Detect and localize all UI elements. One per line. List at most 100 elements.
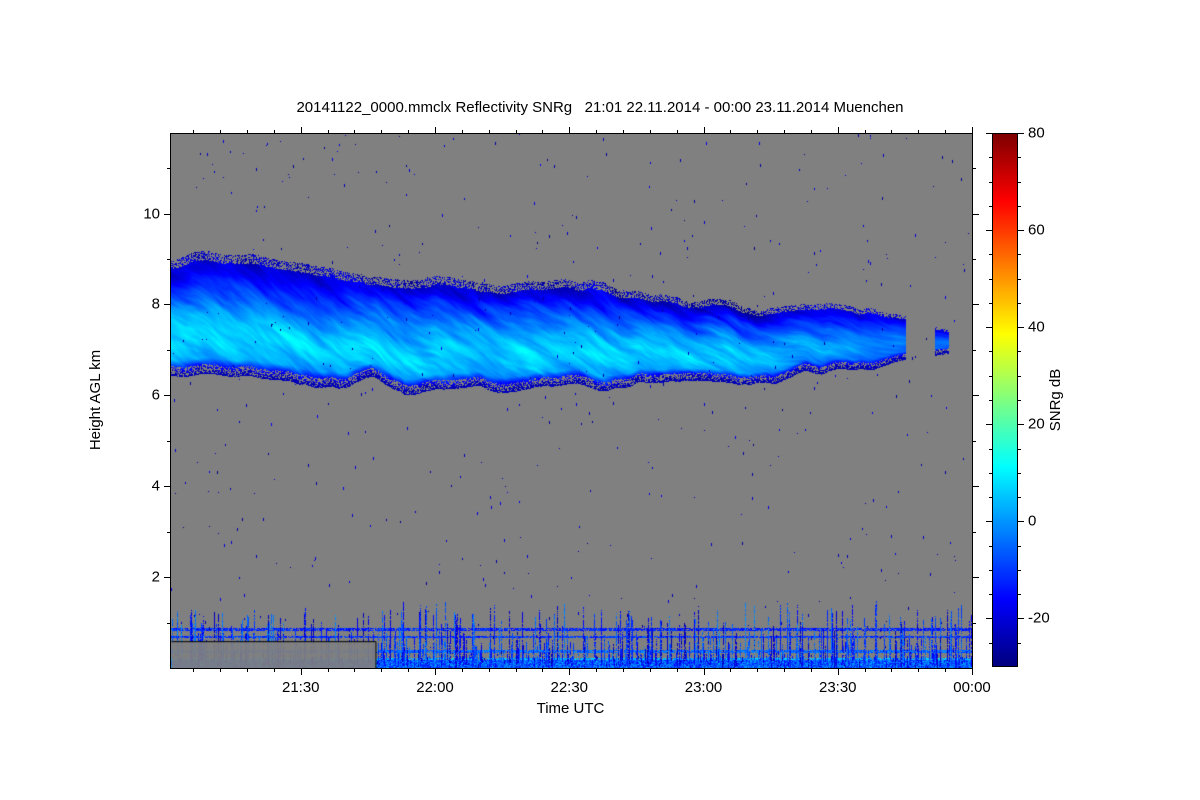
colorbar-tick-minor <box>989 302 992 304</box>
x-tick-minor <box>354 130 356 134</box>
colorbar-tick-major <box>986 521 992 523</box>
colorbar-tick-major <box>1018 327 1024 329</box>
colorbar-tick-major <box>986 327 992 329</box>
x-tick-minor <box>515 130 517 134</box>
y-tick-minor <box>972 258 976 260</box>
x-tick-major <box>837 127 839 134</box>
y-tick-minor <box>167 622 171 624</box>
colorbar-tick-minor <box>989 448 992 450</box>
x-tick-minor <box>515 668 517 672</box>
y-tick-minor <box>972 531 976 533</box>
x-tick-minor <box>945 130 947 134</box>
colorbar-tick-minor <box>1018 254 1021 256</box>
colorbar-title: SNRg dB <box>1047 368 1064 432</box>
x-tick-minor <box>193 668 195 672</box>
x-tick-minor <box>408 668 410 672</box>
colorbar-tick-minor <box>1018 157 1021 159</box>
x-tick-major <box>703 668 705 675</box>
x-tick-minor <box>891 668 893 672</box>
x-tick-major <box>837 668 839 675</box>
y-tick-label: 4 <box>151 477 160 495</box>
x-tick-minor <box>864 130 866 134</box>
colorbar-tick-minor <box>989 642 992 644</box>
colorbar-tick-major <box>1018 133 1024 134</box>
colorbar: -20 0 20 40 60 80 <box>986 125 1050 667</box>
x-tick-minor <box>757 130 759 134</box>
x-tick-minor <box>193 130 195 134</box>
plot-area: 2 4 6 8 10 21:30 22:00 22:30 23:00 23:30 00:00 <box>143 127 991 696</box>
x-tick-label: 23:30 <box>818 679 857 696</box>
x-tick-minor <box>784 130 786 134</box>
y-tick-minor <box>167 440 171 442</box>
colorbar-tick-label: -20 <box>1028 609 1050 627</box>
x-tick-minor <box>488 668 490 672</box>
y-tick-label: 6 <box>151 386 160 404</box>
y-tick-minor <box>167 168 171 170</box>
colorbar-tick-label: 80 <box>1028 124 1045 142</box>
x-tick-minor <box>461 668 463 672</box>
colorbar-gradient <box>992 133 1018 667</box>
x-tick-minor <box>918 130 920 134</box>
x-tick-major <box>300 668 302 675</box>
colorbar-tick-minor <box>989 375 992 377</box>
x-tick-minor <box>622 130 624 134</box>
x-tick-minor <box>247 668 249 672</box>
y-tick-label: 8 <box>151 295 160 313</box>
x-tick-minor <box>676 130 678 134</box>
x-tick-label: 23:00 <box>684 679 723 696</box>
x-tick-label: 21:30 <box>281 679 320 696</box>
x-tick-minor <box>273 668 275 672</box>
y-axis-title: Height AGL km <box>87 349 104 451</box>
x-tick-minor <box>596 668 598 672</box>
y-tick-minor <box>972 349 976 351</box>
colorbar-tick-major <box>1018 618 1024 620</box>
colorbar-tick-major <box>986 618 992 620</box>
colorbar-tick-minor <box>989 157 992 159</box>
x-tick-major <box>972 127 973 134</box>
colorbar-tick-label: 20 <box>1028 415 1045 433</box>
colorbar-tick-label: 0 <box>1028 512 1037 530</box>
x-tick-minor <box>730 668 732 672</box>
x-tick-minor <box>810 668 812 672</box>
colorbar-tick-major <box>986 133 992 134</box>
colorbar-tick-minor <box>1018 569 1021 571</box>
colorbar-tick-major <box>1018 424 1024 426</box>
x-tick-minor <box>757 668 759 672</box>
x-tick-minor <box>542 668 544 672</box>
colorbar-tick-minor <box>1018 375 1021 377</box>
x-tick-major <box>569 127 571 134</box>
reflectivity-heatmap <box>171 134 972 668</box>
colorbar-tick-label: 60 <box>1028 221 1045 239</box>
colorbar-tick-minor <box>989 594 992 596</box>
x-tick-label: 22:00 <box>416 679 454 696</box>
colorbar-tick-minor <box>1018 472 1021 474</box>
y-tick-major <box>972 213 979 215</box>
x-tick-minor <box>891 130 893 134</box>
x-tick-major <box>569 668 571 675</box>
x-tick-minor <box>247 130 249 134</box>
y-tick-minor <box>972 168 976 170</box>
y-tick-major <box>972 304 979 306</box>
x-tick-minor <box>381 130 383 134</box>
x-tick-minor <box>622 668 624 672</box>
y-tick-major <box>164 486 171 488</box>
colorbar-tick-minor <box>989 472 992 474</box>
y-tick-label: 10 <box>143 205 160 223</box>
colorbar-tick-major <box>1018 230 1024 232</box>
colorbar-tick-minor <box>989 205 992 207</box>
x-tick-minor <box>220 130 222 134</box>
colorbar-tick-minor <box>1018 302 1021 304</box>
x-tick-minor <box>381 668 383 672</box>
y-tick-major <box>972 395 979 397</box>
colorbar-tick-major <box>1018 521 1024 523</box>
y-tick-major <box>164 577 171 579</box>
y-tick-major <box>164 213 171 215</box>
colorbar-tick-major <box>986 424 992 426</box>
x-tick-minor <box>273 130 275 134</box>
x-tick-minor <box>864 668 866 672</box>
x-tick-minor <box>461 130 463 134</box>
y-tick-minor <box>167 531 171 533</box>
x-tick-minor <box>730 130 732 134</box>
colorbar-tick-minor <box>989 545 992 547</box>
